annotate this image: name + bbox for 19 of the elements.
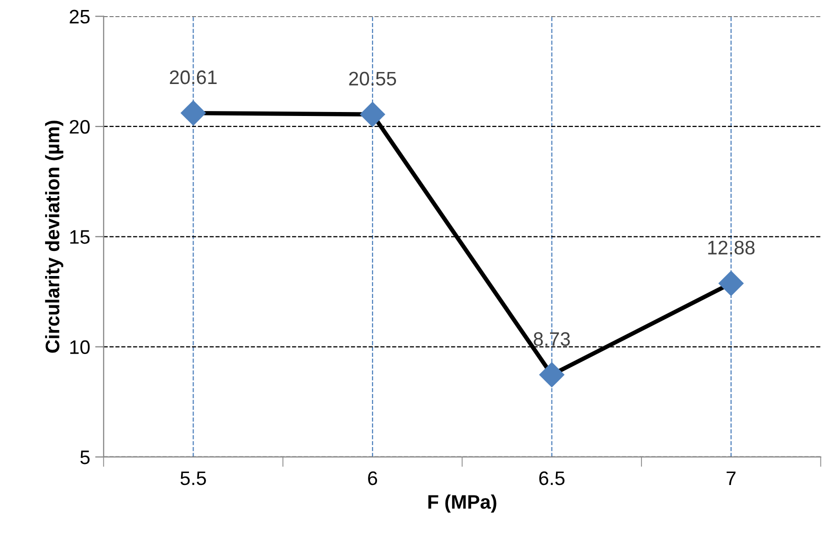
x-tick-label: 7 — [726, 472, 736, 485]
x-tick-label: 6.5 — [539, 471, 565, 486]
x-tick-label: 5.5 — [180, 472, 206, 486]
point — [718, 270, 744, 296]
y-axis-title: Circularity deviation (µm) — [45, 120, 64, 353]
x-tick-label: 6 — [368, 471, 378, 486]
y-tick-label: 10 — [70, 340, 90, 354]
point — [360, 102, 386, 127]
point — [539, 362, 564, 388]
y-tick-label: 5 — [80, 450, 90, 464]
data-label: 12.88 — [708, 240, 755, 255]
y-tick-label: 25 — [70, 10, 90, 24]
data-label: 20.55 — [349, 72, 396, 86]
x-axis-title: F (MPa) — [428, 494, 496, 513]
data-label: 20.61 — [170, 70, 217, 84]
y-tick-label: 15 — [70, 230, 90, 244]
y-tick-label: 20 — [70, 120, 90, 134]
point — [180, 100, 206, 126]
data-label: 8.73 — [534, 332, 570, 346]
